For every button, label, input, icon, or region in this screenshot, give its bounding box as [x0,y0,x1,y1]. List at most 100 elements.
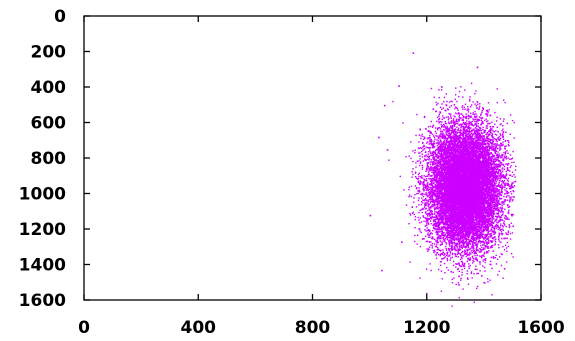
data-point [430,205,433,208]
data-point [448,142,451,144]
data-point [412,173,414,176]
data-point [431,133,434,135]
data-point [441,207,444,209]
data-point [433,96,435,98]
data-point [511,182,513,184]
data-point [461,274,463,276]
data-point [495,223,498,226]
data-point [502,120,505,122]
data-point [483,203,486,206]
data-point [510,158,513,160]
data-point [436,172,438,174]
data-point [466,240,468,242]
data-point [429,194,431,196]
data-point [434,163,436,166]
data-point [472,249,474,251]
data-point [477,148,480,150]
data-point [476,145,479,148]
data-point [415,188,418,190]
data-point [486,164,488,166]
data-point [429,132,431,134]
data-point [444,122,447,124]
data-point [460,265,462,268]
data-point [456,237,458,239]
data-point [427,205,429,207]
data-point [472,187,475,189]
data-point [427,153,429,155]
data-point [472,236,475,239]
data-point [501,219,504,221]
data-point [414,172,417,174]
data-point [429,142,431,145]
data-point [463,152,465,154]
data-point [439,264,442,266]
data-point [507,180,509,182]
data-point [438,122,440,124]
data-point [421,197,423,199]
data-point [494,215,497,217]
data-point [473,235,475,237]
data-point [426,221,428,223]
data-point [496,116,498,118]
data-point [498,195,500,197]
data-point [496,140,498,143]
data-point [443,153,446,155]
data-point [442,240,444,242]
data-point [476,258,478,260]
data-point [436,176,438,178]
data-point [466,143,468,145]
data-point [483,266,486,269]
data-point [434,251,436,253]
data-point [486,243,488,246]
data-point [429,263,431,265]
data-point [471,277,473,279]
data-point [427,166,430,168]
data-point [494,171,496,173]
data-point [454,245,456,247]
data-point [425,230,427,232]
data-point [475,113,477,115]
data-point [470,112,472,115]
data-point [472,129,474,132]
data-point [437,150,440,152]
data-point [424,193,426,195]
data-point [439,261,442,263]
data-point [479,225,481,227]
data-point [461,271,463,274]
data-point [461,132,463,135]
data-point [493,188,495,191]
data-point [464,225,466,228]
data-point [514,169,517,171]
data-point [451,232,453,234]
data-point [495,140,497,142]
data-point [507,140,510,142]
data-point [461,265,463,267]
data-point [431,233,433,235]
data-point [438,115,440,117]
data-point [507,230,510,232]
data-point [437,155,439,157]
data-point [462,134,465,136]
data-point [447,137,449,140]
data-point [462,96,464,98]
data-point [472,236,474,238]
data-point [452,264,455,267]
data-point [467,114,470,116]
data-point [474,138,476,140]
data-point [442,153,444,155]
data-point [493,155,495,158]
data-point [511,200,514,202]
data-point [456,113,458,115]
data-point [495,160,497,163]
data-point [413,201,415,203]
data-point [421,164,423,166]
data-point [463,253,466,255]
data-point [472,232,474,235]
data-point [459,235,461,237]
data-point [483,251,486,253]
data-point [490,156,492,158]
data-point [499,146,501,148]
data-point [443,154,445,156]
data-point [464,251,466,254]
data-point [508,209,510,212]
